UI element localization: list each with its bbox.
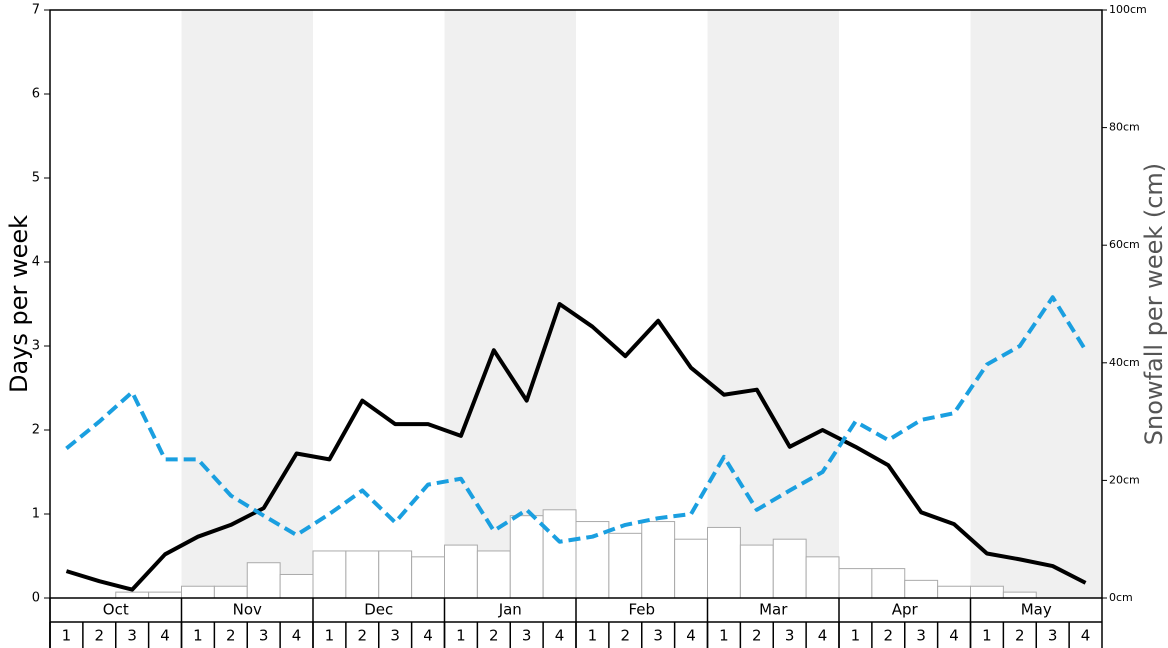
x-tick-label: 4 bbox=[949, 627, 959, 645]
x-tick-label: 4 bbox=[555, 627, 565, 645]
bar bbox=[970, 585, 1004, 599]
y-tick-label: 2 bbox=[32, 423, 40, 438]
x-tick-label: 2 bbox=[489, 627, 499, 645]
y-tick-label: 5 bbox=[32, 171, 40, 186]
x-tick-label: 1 bbox=[588, 627, 598, 645]
y-tick-label: 7 bbox=[32, 3, 40, 18]
x-tick-label: 3 bbox=[916, 627, 926, 645]
line-series bbox=[65, 295, 1088, 544]
x-tick-label: 2 bbox=[226, 627, 236, 645]
bar bbox=[378, 550, 413, 599]
x-tick-label: 4 bbox=[818, 627, 828, 645]
x-tick-label: 3 bbox=[1048, 627, 1058, 645]
y2-tick-label: 20cm bbox=[1109, 473, 1140, 486]
month-label: Nov bbox=[233, 601, 262, 619]
bar bbox=[246, 562, 281, 599]
x-tick-label: 2 bbox=[884, 627, 894, 645]
bar bbox=[608, 532, 643, 599]
bar bbox=[542, 509, 577, 599]
x-tick-label: 1 bbox=[982, 627, 992, 645]
bar bbox=[476, 550, 511, 599]
x-tick-label: 4 bbox=[160, 627, 170, 645]
x-tick-label: 4 bbox=[423, 627, 433, 645]
y2-tick-label: 0cm bbox=[1109, 591, 1133, 604]
x-tick-label: 3 bbox=[522, 627, 532, 645]
x-tick-label: 3 bbox=[653, 627, 663, 645]
bar bbox=[871, 568, 906, 599]
y2-tick-label: 80cm bbox=[1109, 121, 1140, 134]
y-tick-label: 6 bbox=[32, 87, 40, 102]
bar bbox=[575, 521, 610, 599]
bar bbox=[148, 591, 182, 599]
y-tick-label: 1 bbox=[32, 507, 40, 522]
bar bbox=[181, 585, 215, 599]
x-tick-label: 1 bbox=[325, 627, 335, 645]
x-tick-label: 3 bbox=[259, 627, 269, 645]
y2-tick-label: 40cm bbox=[1109, 356, 1140, 369]
month-band bbox=[707, 10, 839, 598]
bar bbox=[1002, 591, 1037, 599]
x-tick-label: 3 bbox=[127, 627, 137, 645]
month-label: Dec bbox=[364, 601, 393, 619]
bar bbox=[345, 550, 380, 599]
bar bbox=[772, 538, 807, 599]
line-series bbox=[65, 302, 1087, 592]
x-tick-label: 1 bbox=[719, 627, 729, 645]
y-tick-label: 4 bbox=[32, 255, 40, 270]
y2-axis-label: Snowfall per week (cm) bbox=[1140, 163, 1168, 445]
y-tick-label: 0 bbox=[32, 591, 40, 606]
month-label: May bbox=[1021, 601, 1052, 619]
y-axis-label: Days per week bbox=[5, 215, 33, 393]
month-band bbox=[970, 10, 1102, 598]
month-label: Oct bbox=[103, 601, 129, 619]
bar bbox=[444, 544, 478, 599]
x-tick-label: 3 bbox=[390, 627, 400, 645]
bar bbox=[707, 526, 741, 599]
x-tick-label: 2 bbox=[95, 627, 105, 645]
month-label: Apr bbox=[892, 601, 919, 619]
month-label: Mar bbox=[759, 601, 788, 619]
x-tick-label: 1 bbox=[456, 627, 466, 645]
bar bbox=[411, 556, 445, 599]
x-tick-label: 2 bbox=[1015, 627, 1025, 645]
bar bbox=[641, 521, 676, 599]
month-band bbox=[181, 10, 313, 598]
bar bbox=[674, 538, 708, 599]
x-tick-label: 1 bbox=[193, 627, 203, 645]
x-tick-label: 2 bbox=[752, 627, 762, 645]
bar bbox=[115, 591, 150, 599]
bar bbox=[739, 544, 774, 599]
month-band bbox=[444, 10, 576, 598]
bar bbox=[805, 556, 840, 599]
month-label: Feb bbox=[628, 601, 655, 619]
bar bbox=[213, 585, 248, 599]
x-tick-label: 1 bbox=[851, 627, 861, 645]
y2-tick-label: 60cm bbox=[1109, 238, 1140, 251]
y2-tick-label: 100cm bbox=[1109, 3, 1147, 16]
x-tick-label: 4 bbox=[686, 627, 696, 645]
bar bbox=[904, 579, 939, 599]
month-label: Jan bbox=[498, 601, 522, 619]
bar bbox=[937, 585, 971, 599]
bar bbox=[312, 550, 347, 599]
x-tick-label: 4 bbox=[1081, 627, 1091, 645]
x-tick-label: 4 bbox=[292, 627, 302, 645]
x-tick-label: 1 bbox=[62, 627, 72, 645]
bar bbox=[838, 568, 873, 599]
bar bbox=[279, 573, 314, 599]
x-tick-label: 3 bbox=[785, 627, 795, 645]
y-tick-label: 3 bbox=[32, 339, 40, 354]
bar bbox=[509, 515, 544, 599]
x-tick-label: 2 bbox=[358, 627, 368, 645]
x-tick-label: 2 bbox=[621, 627, 631, 645]
